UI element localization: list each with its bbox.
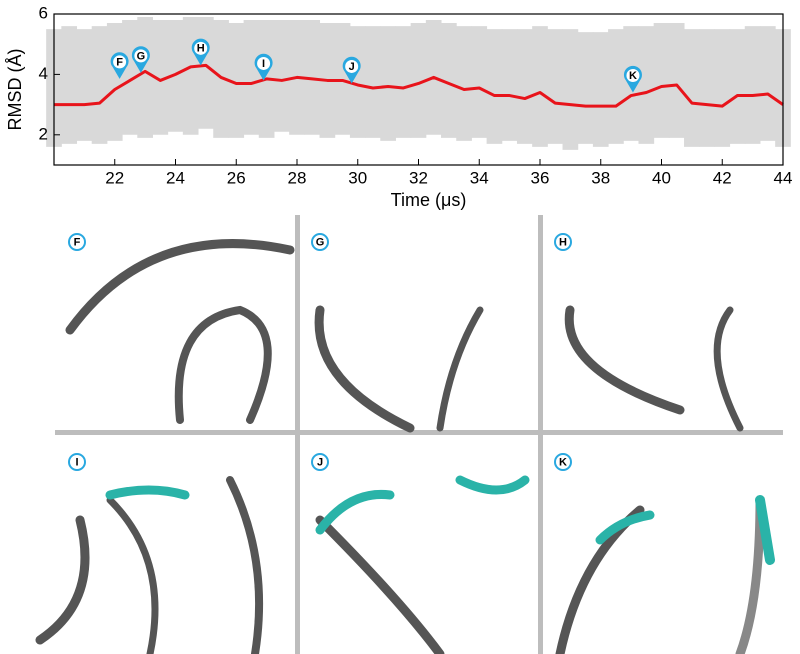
panel-label: F	[74, 236, 81, 248]
divider	[55, 430, 783, 435]
annotation-label: K	[629, 70, 637, 82]
x-tick-label: 26	[227, 168, 246, 187]
annotation-dot	[257, 56, 271, 70]
x-tick-label: 34	[470, 168, 489, 187]
annotation-label: G	[137, 50, 146, 62]
structure-panels: F G H I J K	[35, 215, 783, 654]
x-tick-label: 44	[774, 168, 793, 187]
annotation-dot	[113, 55, 127, 69]
panel-label: J	[317, 456, 323, 468]
annotation-label: F	[116, 56, 123, 68]
annotation-dot	[345, 59, 359, 73]
annotation-label: H	[197, 43, 205, 55]
panel-badge	[554, 233, 572, 251]
ribbons	[35, 239, 775, 654]
panel-badge	[68, 453, 86, 471]
panel-badge	[68, 233, 86, 251]
x-tick-label: 40	[652, 168, 671, 187]
x-tick-label: 36	[531, 168, 550, 187]
y-axis-label: RMSD (Å)	[5, 49, 25, 131]
panel-badge	[311, 453, 329, 471]
x-tick-label: 28	[288, 168, 307, 187]
x-tick-label: 24	[166, 168, 185, 187]
x-tick-label: 30	[348, 168, 367, 187]
rmsd-line	[54, 63, 784, 108]
x-tick-label: 22	[105, 168, 124, 187]
x-tick-label: 42	[713, 168, 732, 187]
panel-label: K	[559, 456, 567, 468]
x-axis-label: Time (μs)	[391, 190, 467, 210]
y-tick-label: 6	[39, 3, 48, 22]
panel-badge	[311, 233, 329, 251]
panel-badge	[554, 453, 572, 471]
panel-label: I	[75, 456, 78, 468]
annotation-dot	[194, 41, 208, 55]
y-tick-label: 4	[39, 64, 48, 83]
annotation-dot	[134, 49, 148, 63]
annotation-label: I	[262, 58, 265, 70]
panel-label: G	[316, 236, 325, 248]
annotation-dot	[626, 69, 640, 83]
x-tick-label: 32	[409, 168, 428, 187]
panel-label: H	[559, 236, 567, 248]
y-tick-label: 2	[39, 124, 48, 143]
annotation-label: J	[349, 61, 355, 73]
x-tick-label: 38	[591, 168, 610, 187]
